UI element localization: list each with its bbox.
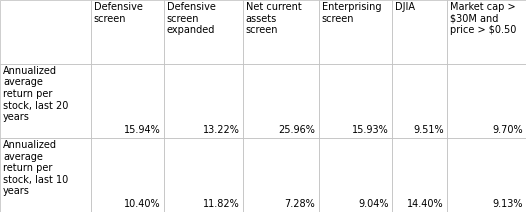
- Text: 15.93%: 15.93%: [352, 125, 388, 135]
- Bar: [447, 0, 526, 64]
- Bar: [242, 64, 319, 138]
- Bar: [90, 0, 164, 64]
- Bar: [319, 0, 391, 64]
- Bar: [319, 138, 391, 212]
- Text: Defensive
screen
expanded: Defensive screen expanded: [167, 2, 216, 35]
- Text: Annualized
average
return per
stock, last 10
years: Annualized average return per stock, las…: [3, 140, 68, 196]
- Bar: [0, 0, 90, 64]
- Text: 7.28%: 7.28%: [285, 199, 316, 209]
- Text: 15.94%: 15.94%: [124, 125, 160, 135]
- Text: Enterprising
screen: Enterprising screen: [322, 2, 381, 24]
- Text: Defensive
screen: Defensive screen: [94, 2, 143, 24]
- Text: Market cap >
$30M and
price > $0.50: Market cap > $30M and price > $0.50: [450, 2, 517, 35]
- Bar: [90, 138, 164, 212]
- Bar: [391, 64, 447, 138]
- Text: 10.40%: 10.40%: [124, 199, 160, 209]
- Bar: [90, 64, 164, 138]
- Text: DJIA: DJIA: [394, 2, 414, 12]
- Bar: [447, 64, 526, 138]
- Bar: [0, 64, 90, 138]
- Text: Annualized
average
return per
stock, last 20
years: Annualized average return per stock, las…: [3, 66, 68, 122]
- Text: 14.40%: 14.40%: [407, 199, 444, 209]
- Text: Net current
assets
screen: Net current assets screen: [246, 2, 301, 35]
- Text: 9.04%: 9.04%: [358, 199, 388, 209]
- Text: 11.82%: 11.82%: [203, 199, 239, 209]
- Bar: [391, 138, 447, 212]
- Text: 13.22%: 13.22%: [203, 125, 239, 135]
- Bar: [164, 64, 242, 138]
- Bar: [447, 138, 526, 212]
- Text: 9.70%: 9.70%: [492, 125, 523, 135]
- Bar: [242, 138, 319, 212]
- Text: 9.13%: 9.13%: [492, 199, 523, 209]
- Text: 25.96%: 25.96%: [278, 125, 316, 135]
- Bar: [242, 0, 319, 64]
- Bar: [319, 64, 391, 138]
- Bar: [0, 138, 90, 212]
- Bar: [164, 138, 242, 212]
- Bar: [391, 0, 447, 64]
- Text: 9.51%: 9.51%: [413, 125, 444, 135]
- Bar: [164, 0, 242, 64]
